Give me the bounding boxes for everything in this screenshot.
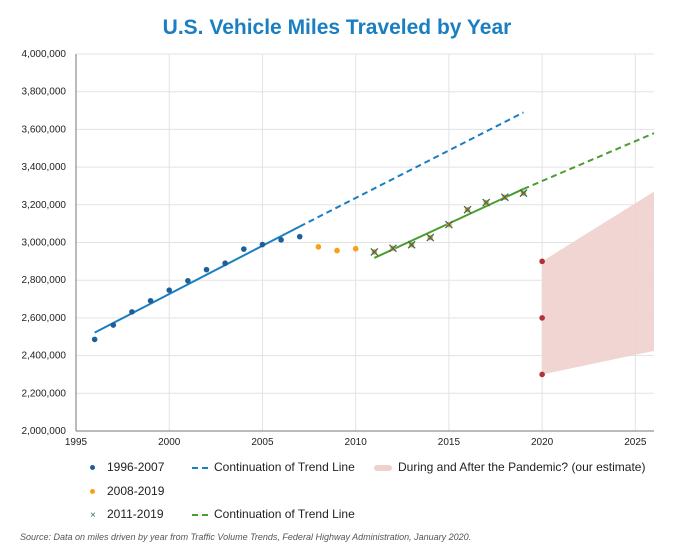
legend-item-1996-2007: 1996-2007 [90,460,164,474]
data-point-x [500,193,509,202]
x-tick-label: 2025 [624,437,647,448]
legend-dot-icon [90,465,95,471]
data-point [259,241,266,248]
legend-item-blue-trend: Continuation of Trend Line [192,460,355,474]
data-point [334,247,340,254]
data-point [222,260,228,267]
data-point [91,336,98,343]
x-tick-label: 1995 [65,437,88,448]
pandemic-estimate-band [542,191,654,375]
data-point-x [389,244,397,253]
legend-x-icon: × [90,510,96,521]
data-point-x [444,220,453,229]
y-tick-label: 2,200,000 [22,388,67,399]
data-point-x [519,189,528,198]
data-point-x [370,247,379,256]
y-tick-label: 2,800,000 [22,275,67,286]
data-point [315,244,322,250]
data-point [539,258,545,265]
y-tick-label: 3,200,000 [22,200,67,211]
x-tick-label: 2005 [251,437,274,448]
y-tick-label: 2,600,000 [22,313,67,324]
legend-item-2011-2019: × 2011-2019 [90,507,164,521]
y-tick-label: 2,000,000 [22,426,67,437]
y-tick-label: 3,400,000 [22,162,67,173]
data-point [278,237,284,243]
x-tick-label: 2020 [531,437,554,448]
data-point-x [482,198,491,207]
trend-continuation-line [299,111,524,228]
legend-item-green-trend: Continuation of Trend Line [192,507,355,521]
data-point [185,277,191,284]
data-point [147,297,154,304]
y-tick-label: 2,400,000 [22,351,67,362]
legend-item-2008-2019: 2008-2019 [90,484,164,498]
y-tick-label: 3,600,000 [22,124,67,135]
x-tick-label: 2010 [345,437,368,448]
data-point [539,315,545,321]
legend-band-icon [374,464,392,471]
data-point-x [407,240,416,249]
y-tick-label: 4,000,000 [22,49,67,60]
data-point [352,245,359,252]
legend-dash-icon [192,513,208,516]
y-tick-label: 3,000,000 [22,238,67,249]
data-point [129,309,135,315]
data-point-x [426,233,435,242]
legend-dash-icon [192,466,208,469]
y-tick-label: 3,800,000 [22,87,67,98]
data-point [166,287,173,293]
trend-line [94,225,301,334]
data-point-x [463,205,472,214]
x-tick-label: 2000 [158,437,181,448]
data-point [296,233,303,240]
x-tick-label: 2015 [438,437,461,448]
legend-item-pandemic: During and After the Pandemic? (our esti… [374,460,645,474]
legend-dot-icon [90,489,95,495]
trend-continuation-line [523,132,655,190]
chart-title: U.S. Vehicle Miles Traveled by Year [162,16,512,39]
data-point [203,266,210,273]
source-note: Source: Data on miles driven by year fro… [20,532,472,542]
data-point [110,322,117,328]
data-point [241,246,247,252]
data-point [539,371,545,378]
